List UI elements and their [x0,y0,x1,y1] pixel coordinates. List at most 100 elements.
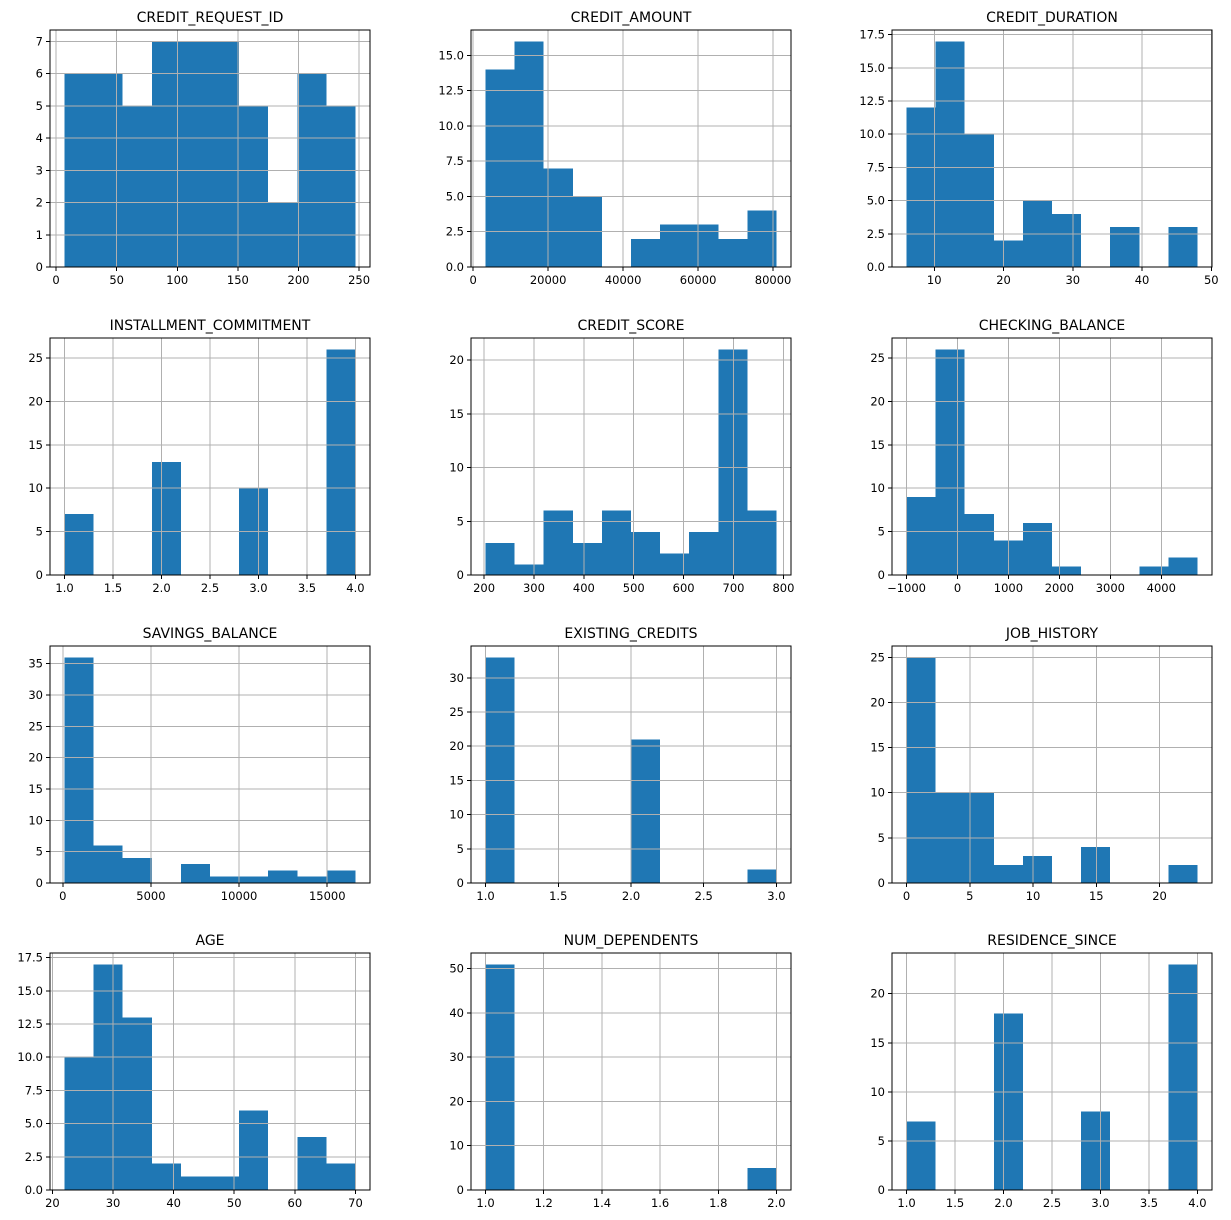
x-tick-label: 0 [954,581,961,595]
y-tick-label: 20 [870,394,885,408]
y-tick-label: 30 [28,688,43,702]
x-tick-label: 0 [52,273,59,287]
y-axis: 0 5 10 15 20 25 30 [449,671,471,890]
chart-title: CREDIT_SCORE [577,318,684,334]
x-tick-label: 2.5 [1043,1196,1061,1210]
y-tick-label: 40 [449,1006,464,1020]
chart-title: CREDIT_REQUEST_ID [137,10,284,26]
x-tick-label: −1000 [887,581,926,595]
y-axis: 0.0 2.5 5.0 7.5 10.0 12.5 15.0 17.5 [17,951,50,1197]
histogram-bar [718,349,748,575]
x-tick-label: 5 [966,889,973,903]
histogram-bar [993,864,1023,883]
y-tick-label: 5 [36,525,43,539]
x-tick-label: 2.0 [994,1196,1012,1210]
histogram-bar [1168,227,1198,267]
bars [64,964,356,1190]
y-tick-label: 5 [457,514,464,528]
histogram-bar [993,240,1023,267]
y-tick-label: 0.0 [446,260,464,274]
x-tick-label: 5000 [136,889,165,903]
y-axis: 0 5 10 15 20 25 30 35 [28,657,50,890]
y-tick-label: 5 [36,845,43,859]
axes-spines [470,337,792,576]
x-tick-label: 1.6 [651,1196,669,1210]
grid-lines [471,646,791,884]
y-tick-label: 20 [870,695,885,709]
histogram-bar [151,462,181,575]
y-tick-label: 10.0 [859,127,885,141]
histogram-bar [326,1163,356,1190]
x-tick-label: 20 [45,1196,60,1210]
y-tick-label: 30 [449,671,464,685]
y-tick-label: 2.5 [446,225,464,239]
y-tick-label: 10 [449,808,464,822]
x-tick-label: 3.5 [298,581,316,595]
x-tick-label: 1.0 [476,1196,494,1210]
y-tick-label: 0.0 [25,1183,43,1197]
y-axis: 0.0 2.5 5.0 7.5 10.0 12.5 15.0 [438,48,471,274]
y-tick-label: 20 [870,987,885,1001]
x-tick-label: 0 [59,889,66,903]
subplot-existing_credits: 1.0 1.5 2.0 2.5 3.0 0 5 10 15 20 25 30 EXISTING_CRED… [449,626,792,903]
x-tick-label: 500 [623,581,645,595]
x-tick-label: 20000 [530,273,567,287]
subplot-installment_commitment: 1.0 1.5 2.0 2.5 3.0 3.5 4.0 0 5 10 15 20 25 INSTALLME… [28,318,371,595]
axes-spines [470,952,792,1191]
x-axis: −1000 0 1000 2000 3000 4000 [887,575,1176,595]
x-tick-label: 100 [166,273,188,287]
chart-title: CREDIT_DURATION [986,10,1118,26]
histogram-bar [993,1013,1023,1190]
x-tick-label: 2.0 [622,889,640,903]
y-axis: 0 5 10 15 20 25 [870,650,892,890]
x-tick-label: 15 [1089,889,1104,903]
histogram-bar [514,41,544,267]
x-tick-label: 0 [470,273,477,287]
y-tick-label: 5 [36,99,43,113]
subplot-credit_score: 200 300 400 500 600 700 800 0 5 10 15 20 CREDIT_SCOR… [449,318,794,595]
histogram-bar [660,553,690,575]
histogram-bar [935,349,965,575]
chart-title: INSTALLMENT_COMMITMENT [110,318,311,334]
subplot-credit_amount: 0 20000 40000 60000 80000 0.0 2.5 5.0 7.5 10.0 12.… [438,10,792,287]
y-tick-label: 0 [878,1183,885,1197]
y-tick-label: 10 [449,1139,464,1153]
axes-spines [49,645,371,884]
x-tick-label: 1.0 [55,581,73,595]
histogram-bar [906,496,936,575]
x-tick-label: 250 [348,273,370,287]
histogram-bar [151,41,181,267]
x-axis: 10 20 30 40 50 [927,267,1219,287]
x-tick-label: 40000 [605,273,642,287]
x-tick-label: 1.5 [549,889,567,903]
y-tick-label: 5.0 [446,189,464,203]
histogram-bar [660,224,690,267]
axes-spines [470,29,792,268]
grid-lines [471,30,791,268]
x-tick-label: 4.0 [346,581,364,595]
y-tick-label: 5 [878,525,885,539]
histogram-bar [122,105,152,267]
chart-title: CREDIT_AMOUNT [571,10,692,26]
histogram-bar [1168,557,1198,575]
subplot-residence_since: 1.0 1.5 2.0 2.5 3.0 3.5 4.0 0 5 10 15 20 RESIDENCE_S… [870,933,1213,1210]
y-tick-label: 5 [457,842,464,856]
histogram-bar [718,238,748,267]
y-tick-label: 20 [449,739,464,753]
x-axis: 20 30 40 50 60 70 [45,1190,363,1210]
x-tick-label: 70 [348,1196,363,1210]
grid-lines [50,338,370,576]
x-tick-label: 3.0 [767,889,785,903]
y-tick-label: 10.0 [438,119,464,133]
subplot-savings_balance: 0 5000 10000 15000 0 5 10 15 20 25 30 35 SAVINGS_BAL… [28,626,371,903]
x-tick-label: 2.0 [767,1196,785,1210]
x-axis: 0 5 10 15 20 [903,883,1167,903]
y-tick-label: 25 [28,351,43,365]
histogram-bar [1139,566,1169,575]
grid-lines [471,953,791,1191]
x-tick-label: 15000 [309,889,346,903]
histogram-bar [180,864,210,883]
histogram-bar [1110,227,1140,267]
y-axis: 0 5 10 15 20 25 [28,351,50,582]
x-tick-label: 150 [227,273,249,287]
